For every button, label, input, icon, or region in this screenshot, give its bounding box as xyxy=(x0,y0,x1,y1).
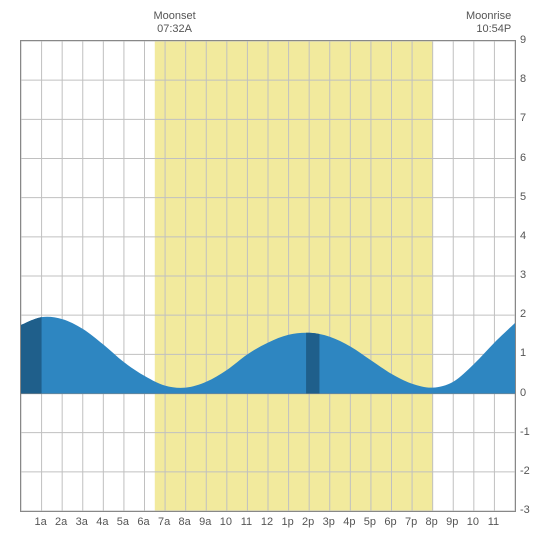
x-tick-label: 10 xyxy=(220,516,232,528)
x-tick-label: 11 xyxy=(241,516,252,528)
moonset-label: Moonset 07:32A xyxy=(153,10,195,36)
y-tick-label: 2 xyxy=(520,308,526,320)
x-tick-label: 11 xyxy=(488,516,499,528)
y-tick-label: 3 xyxy=(520,269,526,281)
x-tick-label: 6p xyxy=(384,516,396,528)
y-tick-label: 7 xyxy=(520,112,526,124)
y-tick-label: 8 xyxy=(520,73,526,85)
x-tick-label: 1p xyxy=(281,516,293,528)
moonset-time: 07:32A xyxy=(153,23,195,36)
tide-chart: Moonset 07:32A Moonrise 10:54P 1a 2a 3a 4a 5… xyxy=(10,10,540,540)
x-tick-label: 2a xyxy=(55,516,67,528)
moonrise-label: Moonrise 10:54P xyxy=(466,10,511,36)
x-tick-label: 10 xyxy=(467,516,479,528)
x-tick-label: 8a xyxy=(179,516,191,528)
x-tick-label: 7a xyxy=(158,516,170,528)
y-tick-label: 0 xyxy=(520,387,526,399)
x-tick-label: 12 xyxy=(261,516,273,528)
chart-plot xyxy=(20,40,516,512)
y-tick-label: 9 xyxy=(520,34,526,46)
x-tick-label: 3p xyxy=(323,516,335,528)
y-tick-label: 5 xyxy=(520,191,526,203)
x-tick-label: 9p xyxy=(446,516,458,528)
x-tick-label: 2p xyxy=(302,516,314,528)
y-tick-label: -1 xyxy=(520,426,530,438)
moonrise-time: 10:54P xyxy=(466,23,511,36)
moonset-title: Moonset xyxy=(153,10,195,23)
chart-header: Moonset 07:32A Moonrise 10:54P xyxy=(10,10,540,40)
y-tick-label: -3 xyxy=(520,504,530,516)
y-tick-label: 6 xyxy=(520,152,526,164)
x-tick-label: 7p xyxy=(405,516,417,528)
y-tick-label: 1 xyxy=(520,347,526,359)
x-tick-label: 3a xyxy=(76,516,88,528)
y-tick-label: -2 xyxy=(520,465,530,477)
moonrise-title: Moonrise xyxy=(466,10,511,23)
y-tick-label: 4 xyxy=(520,230,526,242)
x-tick-label: 4p xyxy=(343,516,355,528)
x-tick-label: 5a xyxy=(117,516,129,528)
x-tick-label: 9a xyxy=(199,516,211,528)
x-tick-label: 1a xyxy=(34,516,46,528)
x-tick-label: 6a xyxy=(137,516,149,528)
x-tick-label: 4a xyxy=(96,516,108,528)
x-tick-label: 8p xyxy=(426,516,438,528)
x-tick-label: 5p xyxy=(364,516,376,528)
